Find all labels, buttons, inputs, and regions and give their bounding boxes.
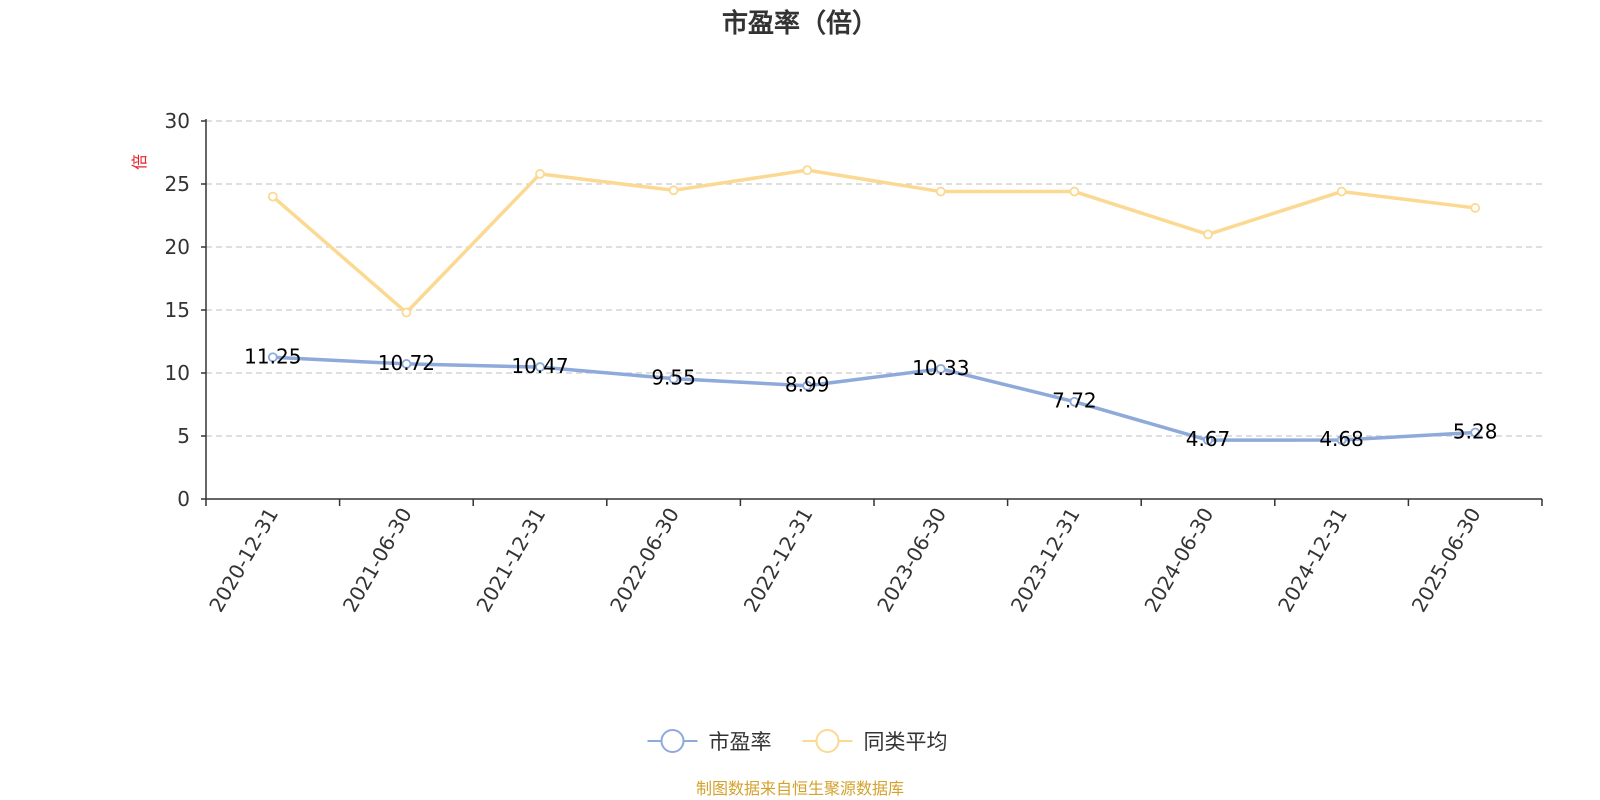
data-label: 9.55: [651, 366, 696, 390]
data-point: [1069, 396, 1080, 407]
data-point: [535, 169, 545, 179]
legend-marker: [815, 729, 840, 753]
data-point: [1470, 427, 1481, 438]
legend-label: 市盈率: [709, 730, 772, 754]
data-point: [935, 186, 946, 197]
legend-label: 同类平均: [864, 730, 948, 754]
legend-item-市盈率[interactable]: 市盈率: [647, 729, 772, 754]
y-axis-unit-label: 倍: [130, 154, 149, 170]
series-line-同类平均: [271, 168, 1476, 315]
data-point: [668, 373, 679, 384]
series-line-市盈率: [272, 355, 1476, 442]
data-label: 11.25: [244, 344, 301, 368]
source-note: 制图数据来自恒生聚源数据库: [696, 779, 904, 798]
x-tick-label: 2021-06-30: [338, 504, 417, 617]
y-tick-label: 0: [177, 487, 190, 511]
x-tick-label: 2020-12-31: [204, 504, 283, 617]
data-point: [401, 359, 412, 369]
x-tick-label: 2024-06-30: [1139, 504, 1218, 617]
data-point: [1336, 186, 1347, 197]
legend-item-同类平均[interactable]: 同类平均: [802, 729, 948, 754]
data-point: [535, 362, 545, 372]
x-tick-label: 2021-12-31: [471, 504, 550, 617]
data-point: [1203, 435, 1213, 446]
chart-title: 市盈率（倍）: [722, 8, 878, 39]
data-labels: 11.25 10.72 10.47 9.55 8.99 10.33 7.72 4.67 4.68…: [244, 344, 1497, 451]
x-tick-label: 2023-12-31: [1006, 504, 1085, 617]
data-point: [1069, 186, 1080, 197]
series-layer: [267, 165, 1481, 446]
x-tick-label: 2024-12-31: [1273, 504, 1352, 617]
data-point: [267, 191, 278, 202]
data-point: [1470, 203, 1481, 213]
x-tick-label: 2025-06-30: [1407, 504, 1486, 617]
y-tick-label: 10: [165, 361, 190, 385]
x-tick-label: 2023-06-30: [872, 504, 951, 617]
data-label: 10.72: [378, 351, 435, 375]
data-label: 7.72: [1052, 389, 1097, 413]
data-point: [802, 165, 813, 176]
y-tick-label: 5: [177, 424, 190, 448]
legend-marker: [660, 729, 685, 753]
data-label: 10.33: [912, 356, 969, 380]
legend[interactable]: 市盈率 同类平均: [647, 729, 948, 754]
x-tick-label: 2022-12-31: [739, 504, 818, 617]
data-label: 4.67: [1186, 427, 1231, 451]
grid-lines: [206, 120, 1542, 437]
y-tick-label: 20: [165, 235, 190, 259]
data-point: [267, 352, 278, 363]
data-point: [935, 363, 946, 374]
data-label: 8.99: [785, 373, 830, 397]
data-point: [802, 380, 813, 391]
data-point: [1336, 435, 1347, 445]
y-tick-label: 25: [165, 172, 190, 196]
data-point: [668, 185, 679, 196]
y-tick-label: 30: [165, 109, 190, 133]
data-label: 5.28: [1453, 419, 1498, 443]
data-point: [1203, 229, 1213, 240]
y-tick-label: 15: [165, 298, 190, 322]
data-label: 10.47: [511, 354, 568, 378]
data-label: 4.68: [1319, 427, 1364, 451]
x-tick-label: 2022-06-30: [605, 504, 684, 617]
data-point: [401, 307, 412, 318]
